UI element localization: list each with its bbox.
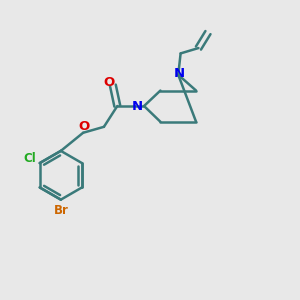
Text: Br: Br	[53, 204, 68, 218]
Text: N: N	[174, 67, 185, 80]
Text: O: O	[104, 76, 115, 89]
Text: N: N	[131, 100, 142, 112]
Text: O: O	[78, 120, 89, 133]
Text: Cl: Cl	[24, 152, 37, 165]
